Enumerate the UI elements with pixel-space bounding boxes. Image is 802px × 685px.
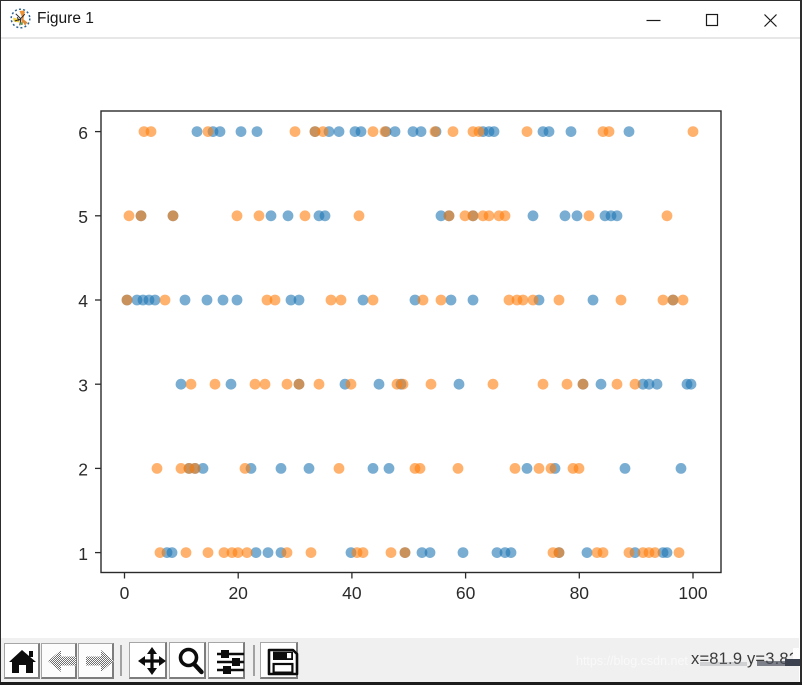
svg-text:5: 5	[78, 207, 88, 227]
svg-text:1: 1	[78, 544, 88, 564]
svg-text:40: 40	[342, 583, 362, 603]
svg-text:4: 4	[78, 291, 88, 311]
svg-text:3: 3	[78, 375, 88, 395]
svg-text:6: 6	[78, 123, 88, 143]
svg-text:20: 20	[228, 583, 248, 603]
svg-text:2: 2	[78, 460, 88, 480]
svg-text:60: 60	[456, 583, 476, 603]
svg-text:100: 100	[678, 583, 707, 603]
svg-text:80: 80	[570, 583, 590, 603]
svg-text:0: 0	[120, 583, 130, 603]
